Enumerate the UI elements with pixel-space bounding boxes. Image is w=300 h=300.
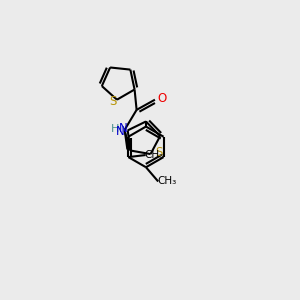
Text: S: S: [155, 146, 162, 159]
Text: CH₃: CH₃: [145, 150, 164, 160]
Text: N: N: [119, 122, 128, 135]
Text: N: N: [116, 125, 125, 138]
Text: S: S: [110, 95, 117, 108]
Text: CH₃: CH₃: [157, 176, 176, 187]
Text: H: H: [111, 124, 119, 134]
Text: O: O: [157, 92, 167, 105]
